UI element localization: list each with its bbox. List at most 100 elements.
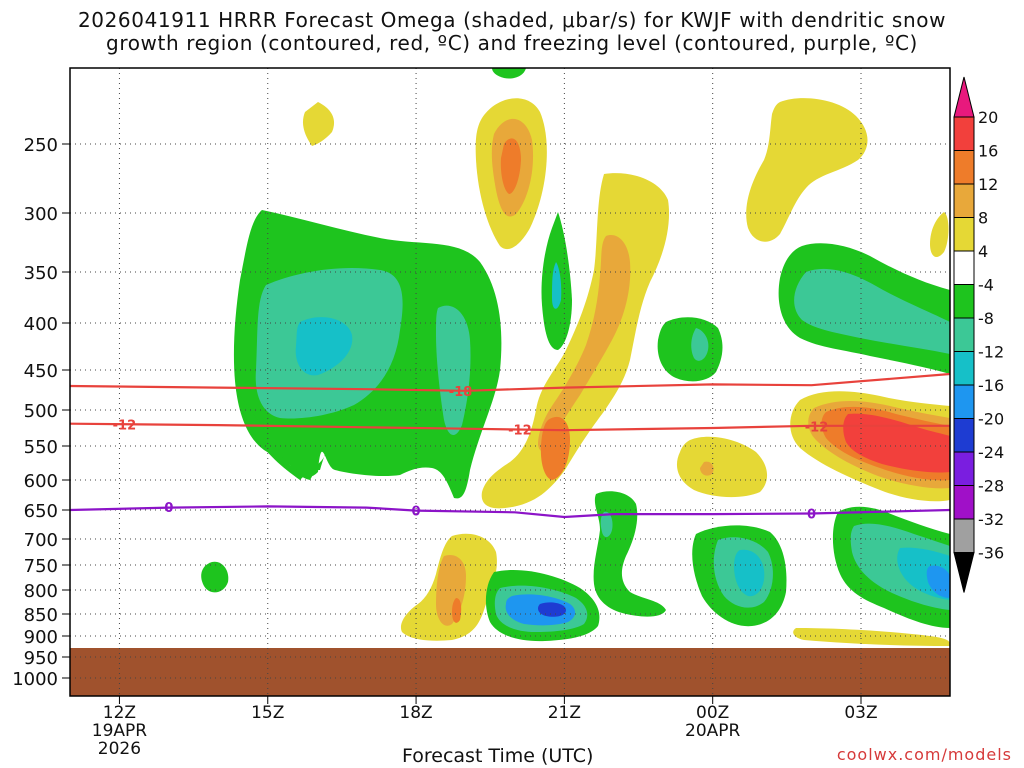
y-tick-label: 450 xyxy=(24,361,58,382)
omega-region-minus-8 xyxy=(492,68,526,79)
omega-region-8 xyxy=(538,235,631,452)
colorbar-swatch xyxy=(953,116,975,151)
colorbar-label: -8 xyxy=(978,309,994,328)
colorbar-label: 4 xyxy=(978,242,988,261)
omega-region-minus-20 xyxy=(926,565,950,598)
y-tick-label: 850 xyxy=(24,605,58,626)
colorbar: 20 16 12 8 4 -4 -8 -12 -16 -20 -24 -28 -32 -36 xyxy=(953,76,1004,593)
colorbar-swatch xyxy=(953,150,975,185)
colorbar-swatch xyxy=(953,351,975,386)
y-tick-label: 500 xyxy=(24,401,58,422)
contour-line xyxy=(70,372,950,392)
y-tick-label: 250 xyxy=(24,135,58,156)
colorbar-swatch xyxy=(953,451,975,486)
colorbar-top-triangle xyxy=(953,76,975,118)
omega-region-minus-16 xyxy=(295,317,353,376)
y-tick-label: 600 xyxy=(24,471,58,492)
colorbar-label: -32 xyxy=(978,510,1004,529)
x-tick-year-label: 2026 xyxy=(98,739,141,759)
colorbar-label: -4 xyxy=(978,276,994,295)
contour-label: 0 xyxy=(807,507,816,522)
colorbar-swatch xyxy=(953,384,975,419)
omega-region-4 xyxy=(793,628,950,646)
omega-region-minus-12 xyxy=(794,268,950,354)
colorbar-label: -24 xyxy=(978,443,1004,462)
x-tick-label: 00Z xyxy=(696,703,729,723)
omega-region-4 xyxy=(930,212,949,258)
omega-region-minus-24 xyxy=(538,602,566,617)
y-tick-label: 300 xyxy=(24,204,58,225)
x-tick-date-label: 19APR xyxy=(92,721,148,741)
colorbar-label: -12 xyxy=(978,343,1004,362)
omega-region-16 xyxy=(843,413,950,473)
colorbar-swatch xyxy=(953,518,975,553)
chart-title-line-1: 2026041911 HRRR Forecast Omega (shaded, … xyxy=(77,8,947,32)
omega-region-minus-8 xyxy=(262,418,319,477)
omega-region-4 xyxy=(746,98,868,242)
colorbar-label: -28 xyxy=(978,477,1004,496)
y-tick-label: 400 xyxy=(24,314,58,335)
colorbar-label: 20 xyxy=(978,108,998,127)
omega-region-minus-12 xyxy=(600,511,613,538)
omega-region-minus-16 xyxy=(734,549,765,597)
ground-surface xyxy=(70,648,950,696)
omega-region-12 xyxy=(500,138,521,194)
y-tick-label: 900 xyxy=(24,627,58,648)
grid-lines xyxy=(70,68,950,696)
x-axis-title: Forecast Time (UTC) xyxy=(402,745,594,767)
colorbar-swatch xyxy=(953,317,975,352)
y-tick-label: 750 xyxy=(24,556,58,577)
colorbar-label: -20 xyxy=(978,410,1004,429)
colorbar-bottom-triangle xyxy=(953,552,975,593)
contour-label: 0 xyxy=(412,505,421,520)
omega-region-minus-8 xyxy=(201,561,229,593)
colorbar-label: 8 xyxy=(978,209,988,228)
contour-label: -18 xyxy=(449,385,473,400)
colorbar-swatch xyxy=(953,183,975,218)
y-tick-label: 650 xyxy=(24,501,58,522)
omega-region-4 xyxy=(302,102,335,146)
colorbar-swatch xyxy=(953,284,975,319)
omega-region-minus-8 xyxy=(236,390,330,480)
x-tick-label: 03Z xyxy=(844,703,877,723)
x-tick-label: 21Z xyxy=(548,703,581,723)
y-tick-label: 950 xyxy=(24,648,58,669)
credit-text: coolwx.com/models xyxy=(836,745,1012,764)
y-axis: 2503003504004505005506006507007508008509… xyxy=(12,135,70,690)
colorbar-label: -16 xyxy=(978,376,1004,395)
contour-line xyxy=(70,505,950,519)
colorbar-label: -36 xyxy=(978,544,1004,563)
omega-region-minus-8 xyxy=(657,317,723,382)
colorbar-label: 12 xyxy=(978,175,998,194)
y-tick-label: 700 xyxy=(24,530,58,551)
omega-region-minus-12 xyxy=(691,328,709,361)
plot-frame xyxy=(69,67,951,697)
x-tick-label: 18Z xyxy=(399,703,432,723)
contour-label: -12 xyxy=(508,423,532,438)
colorbar-swatch xyxy=(953,418,975,453)
omega-region-minus-12 xyxy=(436,305,471,436)
y-tick-label: 1000 xyxy=(12,669,58,690)
contour-line xyxy=(70,422,950,432)
temperature-contours: -18 -12 -12 -12 0 0 0 xyxy=(70,372,950,522)
colorbar-label: 16 xyxy=(978,142,998,161)
omega-region-12 xyxy=(540,416,570,480)
chart-title-line-2: growth region (contoured, red, ºC) and f… xyxy=(106,31,918,55)
x-tick-label: 15Z xyxy=(251,703,284,723)
y-tick-label: 800 xyxy=(24,581,58,602)
omega-region-12 xyxy=(452,598,462,623)
contour-label: -12 xyxy=(805,421,829,436)
omega-shading xyxy=(70,68,950,696)
x-tick-date-label: 20APR xyxy=(685,721,741,741)
contour-label: -12 xyxy=(113,418,137,433)
colorbar-swatch xyxy=(953,485,975,520)
omega-region-minus-16 xyxy=(552,262,562,309)
contour-label: 0 xyxy=(164,501,173,516)
omega-region-4 xyxy=(676,436,768,498)
omega-region-8 xyxy=(700,461,714,476)
colorbar-swatch xyxy=(953,250,975,285)
x-tick-label: 12Z xyxy=(103,703,136,723)
colorbar-swatch xyxy=(953,217,975,252)
